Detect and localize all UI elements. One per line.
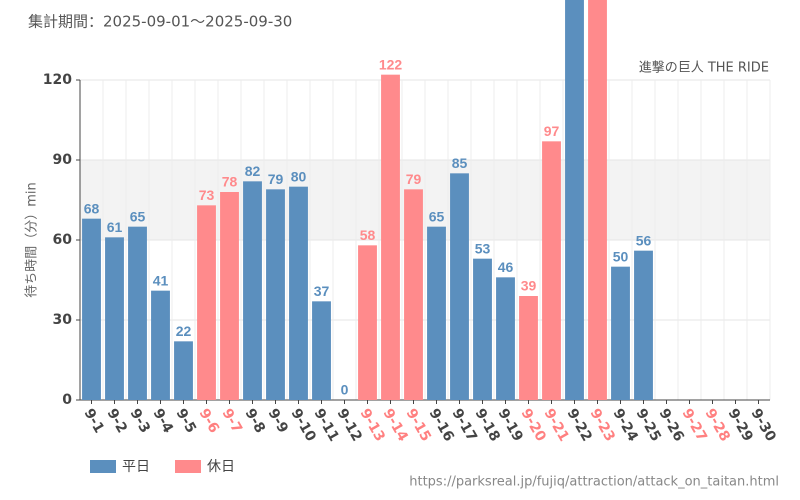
bar	[289, 186, 308, 400]
data-label: 22	[176, 323, 192, 339]
x-tick-label: 9-7	[219, 406, 246, 436]
data-label: 39	[521, 278, 537, 294]
data-label: 46	[498, 259, 514, 275]
data-label: 37	[314, 283, 330, 299]
data-label: 41	[153, 272, 169, 288]
bar	[128, 226, 147, 400]
data-label: 65	[429, 208, 445, 224]
bar	[381, 74, 400, 401]
bar	[82, 218, 101, 400]
data-label: 80	[291, 168, 307, 184]
bar	[496, 277, 515, 400]
bar	[473, 258, 492, 400]
bar	[105, 237, 124, 400]
data-label: 61	[107, 219, 123, 235]
bar	[611, 266, 630, 400]
data-label: 56	[636, 232, 652, 248]
bar	[450, 173, 469, 400]
bar	[542, 141, 561, 401]
bar	[427, 226, 446, 400]
x-tick-label: 9-8	[242, 406, 269, 436]
legend-label: 平日	[122, 459, 150, 475]
bar	[312, 301, 331, 400]
data-label: 97	[544, 123, 560, 139]
x-tick-label: 9-1	[81, 406, 108, 436]
y-tick-label: 60	[53, 232, 73, 248]
x-tick-label: 9-4	[150, 406, 177, 436]
y-axis-label: 待ち時間（分）min	[25, 182, 40, 298]
data-label: 122	[379, 56, 403, 72]
x-tick-label: 9-9	[265, 406, 292, 436]
bar	[266, 189, 285, 400]
bar	[151, 290, 170, 400]
data-label: 82	[245, 163, 261, 179]
data-label: 79	[406, 171, 422, 187]
data-label: 73	[199, 187, 215, 203]
source: https://parksreal.jp/fujiq/attraction/at…	[409, 475, 779, 490]
y-tick-label: 30	[53, 312, 73, 328]
x-tick-label: 9-3	[127, 406, 154, 436]
x-tick-label: 9-6	[196, 406, 223, 436]
data-label: 68	[84, 200, 100, 216]
subtitle: 進撃の巨人 THE RIDE	[639, 60, 769, 76]
bar	[243, 181, 262, 400]
bar	[174, 341, 193, 400]
bar	[197, 205, 216, 400]
bar	[404, 189, 423, 400]
data-label: 53	[475, 240, 491, 256]
bar	[634, 250, 653, 400]
y-tick-label: 90	[53, 152, 73, 168]
bar	[565, 0, 584, 400]
data-label: 50	[613, 248, 629, 264]
x-tick-label: 9-30	[748, 406, 780, 445]
y-tick-label: 120	[43, 72, 72, 88]
x-tick-label: 9-5	[173, 406, 200, 436]
legend-swatch	[90, 460, 116, 473]
bar	[358, 245, 377, 400]
legend-label: 休日	[207, 459, 235, 475]
data-label: 65	[130, 208, 146, 224]
data-label: 85	[452, 155, 468, 171]
chart-title: 集計期間：2025-09-01～2025-09-30	[28, 13, 292, 31]
data-label: 78	[222, 174, 238, 190]
bar	[519, 296, 538, 400]
data-label: 0	[341, 382, 349, 398]
bar	[588, 0, 607, 400]
data-label: 79	[268, 171, 284, 187]
y-tick-label: 0	[62, 392, 72, 408]
legend-swatch	[175, 460, 201, 473]
data-label: 58	[360, 227, 376, 243]
x-tick-label: 9-2	[104, 406, 131, 436]
bar	[220, 192, 239, 400]
